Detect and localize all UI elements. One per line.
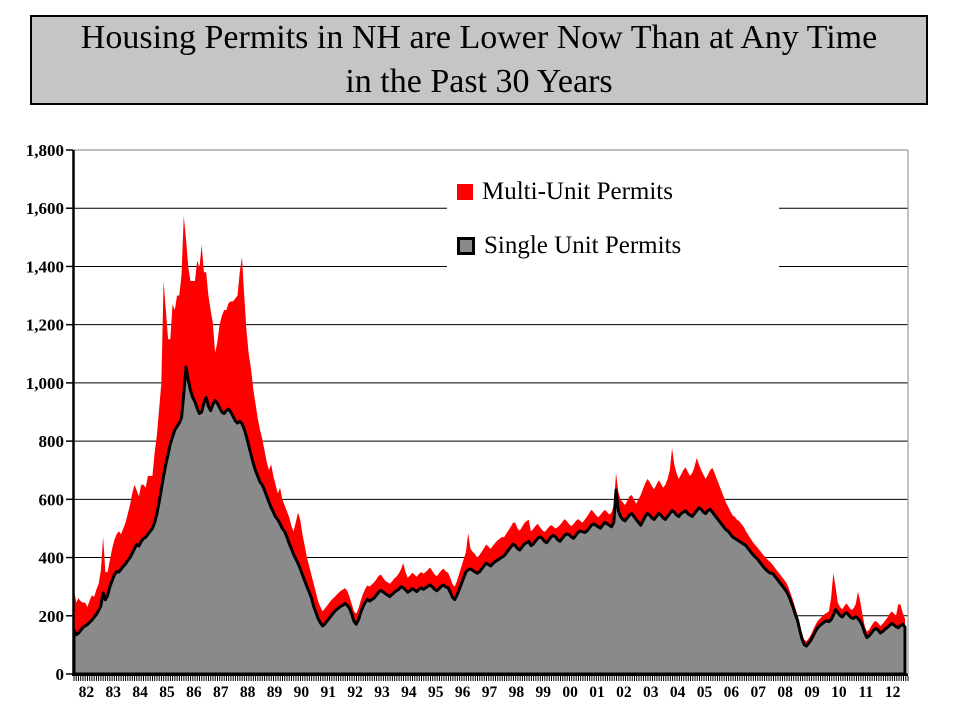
x-axis-label: 12: [885, 684, 901, 701]
chart-title-line-2: in the Past 30 Years: [345, 63, 613, 100]
x-axis-label: 83: [105, 684, 121, 701]
x-axis-label: 91: [320, 684, 336, 701]
x-axis-label: 94: [401, 684, 417, 701]
multi-unit-swatch-icon: [457, 184, 473, 200]
x-axis-label: 88: [240, 684, 256, 701]
y-axis-label: 1,400: [26, 257, 64, 276]
x-axis-label: 05: [697, 684, 713, 701]
x-axis-label: 00: [562, 684, 578, 701]
x-axis-label: 07: [751, 684, 767, 701]
x-axis-label: 04: [670, 684, 686, 701]
x-axis-label: 03: [643, 684, 659, 701]
legend-item-single-unit: Single Unit Permits: [457, 232, 779, 260]
y-axis-label: 400: [39, 549, 65, 568]
x-axis-label: 02: [616, 684, 632, 701]
x-axis-label: 85: [159, 684, 175, 701]
legend-label-multi-unit: Multi-Unit Permits: [482, 178, 673, 205]
x-axis-label: 99: [536, 684, 552, 701]
x-axis-label: 92: [347, 684, 363, 701]
x-axis-label: 11: [858, 684, 873, 701]
x-axis-label: 89: [267, 684, 283, 701]
y-axis-label: 600: [39, 490, 65, 509]
single-unit-swatch-icon: [457, 237, 475, 255]
x-axis-label: 09: [804, 684, 820, 701]
y-axis-label: 1,200: [26, 316, 64, 335]
y-axis-label: 1,800: [26, 141, 64, 160]
y-axis-label: 200: [39, 607, 65, 626]
x-axis-label: 08: [777, 684, 793, 701]
x-axis-label: 95: [428, 684, 444, 701]
x-axis-label: 01: [589, 684, 605, 701]
legend-label-single-unit: Single Unit Permits: [484, 232, 682, 259]
x-axis-label: 86: [186, 684, 202, 701]
chart-title-line-1: Housing Permits in NH are Lower Now Than…: [80, 19, 878, 57]
legend: Multi-Unit Permits Single Unit Permits: [447, 166, 779, 272]
x-axis-label: 10: [831, 684, 847, 701]
x-axis-label: 97: [482, 684, 498, 701]
y-axis-label: 1,000: [26, 374, 64, 393]
y-axis-label: 0: [56, 665, 65, 684]
y-axis-label: 800: [39, 432, 65, 451]
x-axis-label: 90: [294, 684, 310, 701]
x-axis-label: 84: [132, 684, 148, 701]
x-axis-label: 06: [724, 684, 740, 701]
single-unit-area: [72, 365, 907, 676]
x-axis-label: 96: [455, 684, 471, 701]
y-axis-label: 1,600: [26, 199, 64, 218]
x-axis-label: 82: [79, 684, 95, 701]
x-axis-label: 98: [509, 684, 525, 701]
x-axis-label: 87: [213, 684, 229, 701]
title-bar: Housing Permits in NH are Lower Now Than…: [30, 15, 928, 105]
legend-item-multi-unit: Multi-Unit Permits: [457, 178, 779, 206]
x-axis-label: 93: [374, 684, 390, 701]
